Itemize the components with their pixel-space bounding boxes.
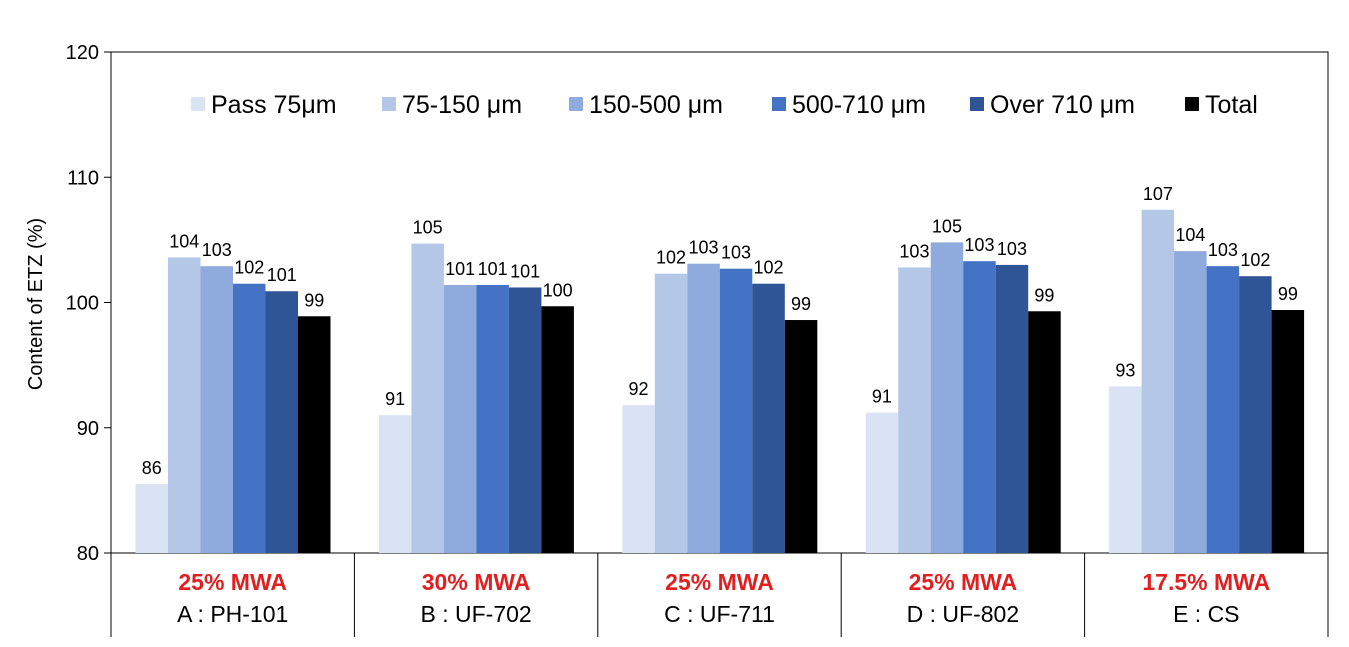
bar (687, 263, 720, 553)
bar (1271, 310, 1305, 553)
data-label: 102 (1240, 250, 1270, 270)
bar (298, 316, 331, 553)
y-tick-label: 100 (66, 293, 99, 315)
data-label: 105 (413, 218, 443, 238)
category-label-mwa: 25% MWA (665, 569, 774, 595)
bar (898, 267, 931, 553)
legend-swatch (1185, 97, 1199, 111)
bar (784, 320, 818, 553)
bar (865, 412, 899, 553)
legend-swatch (191, 97, 205, 111)
y-tick-label: 110 (67, 167, 99, 189)
bar (541, 306, 574, 553)
bar (1206, 266, 1240, 553)
data-label: 102 (234, 258, 264, 278)
legend-label: 75-150 μm (402, 91, 522, 119)
bar (1028, 311, 1061, 553)
category-label-sample: E : CS (1173, 601, 1239, 627)
category-label-mwa: 30% MWA (422, 569, 531, 595)
bar (963, 261, 996, 553)
data-label: 86 (142, 458, 162, 478)
legend-label: Pass 75μm (211, 91, 337, 119)
bar (200, 266, 233, 553)
bar (1109, 386, 1142, 553)
data-label: 101 (478, 259, 508, 279)
bar (1239, 276, 1272, 553)
bar (476, 284, 509, 553)
data-label: 100 (543, 280, 573, 300)
category-label-mwa: 17.5% MWA (1142, 569, 1270, 595)
category-label-sample: C : UF-711 (664, 601, 775, 627)
legend-swatch (772, 97, 786, 111)
bar (233, 283, 266, 553)
bar (654, 273, 688, 553)
data-label: 91 (872, 387, 892, 407)
data-label: 103 (202, 240, 232, 260)
bar (1174, 251, 1207, 553)
data-label: 101 (510, 261, 540, 281)
bar (168, 257, 201, 553)
data-label: 107 (1143, 184, 1173, 204)
data-label: 92 (629, 379, 649, 399)
data-label: 104 (1175, 225, 1205, 245)
bar (508, 287, 542, 553)
category-label-sample: B : UF-702 (420, 601, 531, 627)
bar (1141, 209, 1175, 553)
data-label: 93 (1115, 360, 1135, 380)
y-tick-label: 90 (77, 418, 99, 440)
data-label: 103 (1208, 240, 1238, 260)
bar (265, 291, 298, 553)
legend-swatch (970, 97, 984, 111)
bar (622, 405, 655, 553)
data-label: 104 (169, 231, 199, 251)
legend-swatch (382, 97, 396, 111)
y-axis-label: Content of ETZ (%) (25, 218, 47, 390)
data-label: 103 (721, 243, 751, 263)
bar (930, 242, 964, 553)
legend-label: 150-500 μm (589, 91, 723, 119)
data-label: 105 (932, 216, 962, 236)
bar (752, 283, 785, 553)
bar (378, 415, 412, 553)
bar (995, 264, 1029, 553)
bar (719, 268, 753, 553)
legend-label: Total (1205, 91, 1258, 119)
legend-swatch (569, 97, 583, 111)
data-label: 99 (1034, 285, 1054, 305)
bar (443, 284, 477, 553)
data-label: 101 (267, 265, 297, 285)
y-tick-label: 120 (66, 42, 99, 64)
bar (411, 243, 444, 553)
y-tick-label: 80 (77, 543, 99, 565)
data-label: 99 (304, 290, 324, 310)
legend-label: 500-710 μm (792, 91, 926, 119)
category-label-sample: D : UF-802 (907, 601, 1019, 627)
category-label-sample: A : PH-101 (177, 601, 288, 627)
data-label: 102 (754, 258, 784, 278)
category-label-mwa: 25% MWA (909, 569, 1018, 595)
data-label: 103 (689, 238, 719, 258)
legend-label: Over 710 μm (990, 91, 1135, 119)
data-label: 103 (899, 241, 929, 261)
data-label: 103 (997, 239, 1027, 259)
data-label: 101 (445, 259, 475, 279)
data-label: 99 (1278, 284, 1298, 304)
bar (135, 484, 168, 553)
data-label: 102 (656, 248, 686, 268)
data-label: 91 (385, 389, 405, 409)
data-label: 99 (791, 294, 811, 314)
data-label: 103 (964, 235, 994, 255)
category-label-mwa: 25% MWA (178, 569, 287, 595)
